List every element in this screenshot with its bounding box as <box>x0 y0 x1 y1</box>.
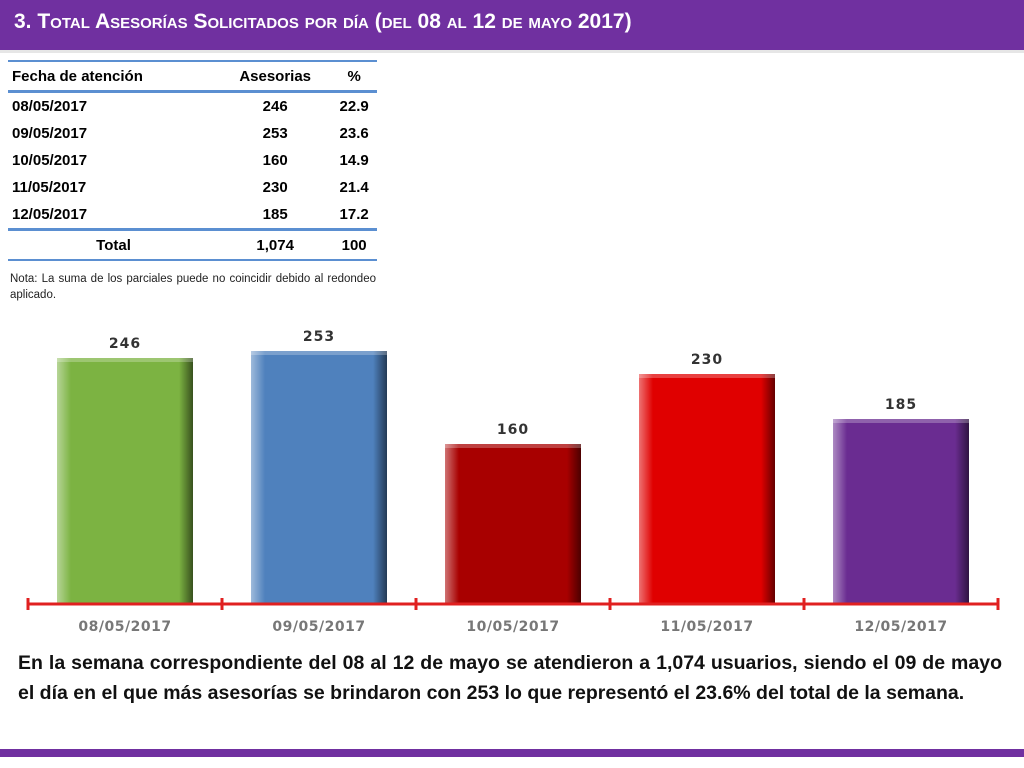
cell-date: 12/05/2017 <box>12 206 88 223</box>
value-label: 160 <box>497 422 529 438</box>
bar <box>57 358 193 604</box>
header-bar: 3. Total Asesorías Solicitados por día (… <box>0 0 1024 53</box>
tick-label: 10/05/2017 <box>466 619 559 635</box>
cell-percent: 22.9 <box>339 98 369 115</box>
table-note: Nota: La suma de los parciales puede no … <box>10 273 376 301</box>
table-row: 09/05/2017 253 23.6 <box>8 120 377 147</box>
tick-label: 09/05/2017 <box>272 619 365 635</box>
table-row: 11/05/2017 230 21.4 <box>8 174 377 201</box>
bar <box>445 444 581 604</box>
bar <box>833 419 969 604</box>
column-header-count: Asesorias <box>219 60 332 93</box>
cell-date: 08/05/2017 <box>12 98 88 115</box>
table-row: 10/05/2017 160 14.9 <box>8 147 377 174</box>
tick-label: 08/05/2017 <box>78 619 171 635</box>
cell-count: 253 <box>262 125 288 142</box>
tick-label: 11/05/2017 <box>660 619 753 635</box>
cell-count: 185 <box>262 206 288 223</box>
value-label: 185 <box>885 397 917 413</box>
bar <box>639 374 775 604</box>
tick-label: 12/05/2017 <box>854 619 947 635</box>
cell-percent: 14.9 <box>339 152 369 169</box>
value-label: 246 <box>109 336 141 352</box>
table-header-row: Fecha de atención Asesorias % <box>8 60 377 93</box>
attention-table: Fecha de atención Asesorias % 08/05/2017… <box>8 60 377 261</box>
value-label: 253 <box>303 330 335 345</box>
summary-paragraph: En la semana correspondiente del 08 al 1… <box>18 652 1002 704</box>
cell-date: 09/05/2017 <box>12 125 88 142</box>
value-label: 230 <box>691 352 723 368</box>
cell-date: 10/05/2017 <box>12 152 88 169</box>
column-header-percent: % <box>331 60 377 93</box>
cell-count: 160 <box>262 152 288 169</box>
total-label: Total <box>8 228 220 261</box>
cell-count: 246 <box>262 98 288 115</box>
total-percent: 100 <box>331 228 377 261</box>
footer-bar <box>0 749 1024 757</box>
cell-percent: 23.6 <box>339 125 369 142</box>
table-row: 12/05/2017 185 17.2 <box>8 201 377 230</box>
table-row: 08/05/2017 246 22.9 <box>8 92 377 121</box>
cell-percent: 17.2 <box>339 206 369 223</box>
bar-chart: 246 253 160 230 185 08/05/2017 09/05/2017 10/0… <box>26 330 1000 635</box>
cell-percent: 21.4 <box>339 179 369 196</box>
table-total-row: Total 1,074 100 <box>8 228 377 261</box>
total-count: 1,074 <box>219 228 332 261</box>
page-title: 3. Total Asesorías Solicitados por día (… <box>14 10 632 33</box>
bar <box>251 351 387 604</box>
cell-count: 230 <box>262 179 288 196</box>
column-header-date: Fecha de atención <box>8 60 220 93</box>
cell-date: 11/05/2017 <box>12 179 87 196</box>
